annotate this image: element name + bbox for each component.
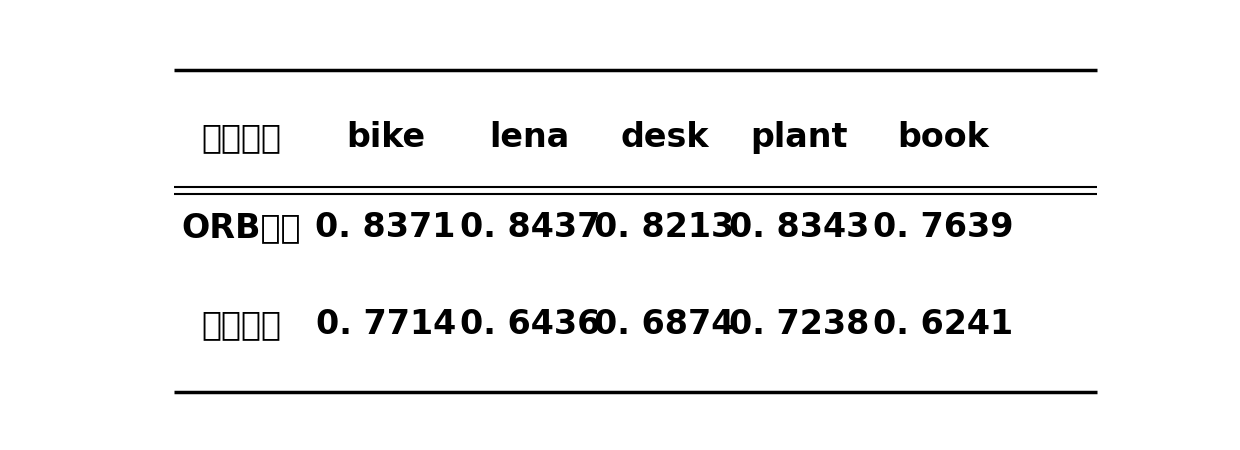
Text: 0. 7238: 0. 7238 <box>729 308 869 341</box>
Text: 0. 6874: 0. 6874 <box>594 308 734 341</box>
Text: ORB算法: ORB算法 <box>182 211 301 244</box>
Text: bike: bike <box>346 121 425 153</box>
Text: 0. 8437: 0. 8437 <box>460 211 600 244</box>
Text: 0. 6241: 0. 6241 <box>873 308 1013 341</box>
Text: plant: plant <box>750 121 848 153</box>
Text: lena: lena <box>490 121 570 153</box>
Text: 0. 8371: 0. 8371 <box>315 211 456 244</box>
Text: 0. 8213: 0. 8213 <box>594 211 734 244</box>
Text: desk: desk <box>620 121 708 153</box>
Text: 0. 6436: 0. 6436 <box>460 308 600 341</box>
Text: 0. 7714: 0. 7714 <box>315 308 456 341</box>
Text: book: book <box>898 121 988 153</box>
Text: 图像类别: 图像类别 <box>201 121 281 153</box>
Text: 0. 8343: 0. 8343 <box>729 211 869 244</box>
Text: 改进算法: 改进算法 <box>201 308 281 341</box>
Text: 0. 7639: 0. 7639 <box>873 211 1013 244</box>
